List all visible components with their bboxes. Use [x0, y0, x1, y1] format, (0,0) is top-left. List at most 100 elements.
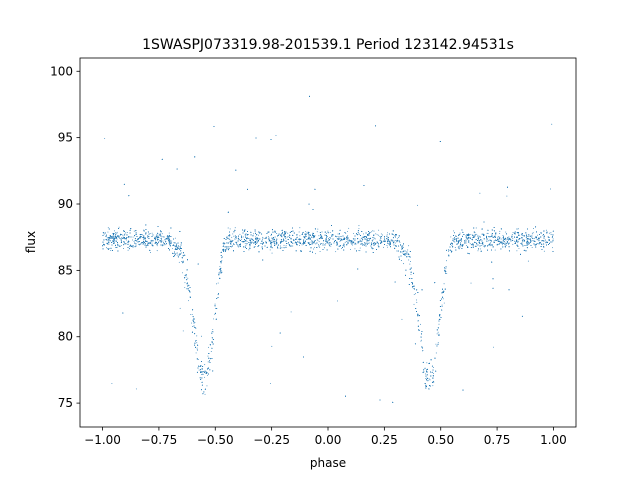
data-point	[402, 245, 404, 247]
data-point	[208, 346, 209, 348]
data-point	[181, 260, 183, 262]
data-point	[493, 239, 495, 241]
data-point	[246, 243, 248, 245]
data-point	[219, 271, 221, 273]
data-point	[304, 241, 306, 243]
data-point	[219, 270, 221, 272]
data-point	[316, 238, 318, 240]
data-point	[413, 303, 415, 305]
data-point	[531, 246, 533, 248]
data-point	[373, 230, 375, 232]
data-point	[512, 232, 514, 233]
data-point	[228, 239, 230, 240]
data-point	[217, 294, 219, 296]
data-point	[499, 236, 501, 238]
data-point	[227, 227, 229, 229]
data-point	[354, 248, 356, 250]
data-point	[299, 240, 301, 242]
data-point	[245, 237, 247, 239]
data-point	[244, 243, 246, 245]
data-point	[204, 393, 206, 395]
data-point	[374, 238, 376, 240]
data-point	[382, 234, 384, 236]
data-point	[144, 244, 146, 246]
data-point	[387, 232, 388, 234]
data-point	[268, 237, 270, 239]
data-point	[483, 245, 485, 247]
data-point	[311, 235, 313, 237]
data-point	[211, 331, 213, 332]
data-point	[144, 240, 146, 242]
data-point	[371, 243, 373, 245]
data-point	[515, 236, 517, 238]
data-point	[337, 233, 339, 235]
data-point	[363, 233, 364, 235]
data-point	[406, 251, 408, 253]
data-point	[355, 243, 357, 245]
data-point	[249, 238, 251, 240]
data-point	[265, 240, 267, 242]
data-point	[501, 244, 503, 246]
data-point	[357, 241, 359, 243]
data-point	[361, 241, 363, 243]
data-point	[490, 244, 492, 245]
data-point	[428, 363, 430, 365]
data-point	[531, 234, 533, 236]
data-point	[306, 231, 308, 233]
data-point	[400, 260, 402, 261]
data-point	[143, 235, 145, 237]
data-point	[107, 248, 109, 250]
data-point	[423, 371, 425, 373]
data-point	[206, 385, 208, 387]
data-point	[380, 236, 382, 238]
data-point	[162, 244, 164, 246]
data-point	[432, 385, 434, 387]
data-point	[537, 239, 539, 241]
data-point	[122, 235, 124, 237]
data-point	[221, 256, 223, 258]
data-point	[505, 231, 507, 233]
data-point	[272, 238, 274, 240]
data-point	[195, 352, 197, 354]
data-point	[366, 239, 368, 241]
data-point	[283, 244, 285, 246]
data-point	[550, 232, 552, 234]
data-point	[428, 378, 430, 380]
data-point	[172, 248, 173, 250]
data-point	[502, 234, 504, 236]
data-point	[118, 226, 120, 228]
data-point	[143, 235, 145, 237]
data-point	[173, 242, 175, 244]
data-point	[196, 335, 198, 337]
data-point	[168, 242, 170, 244]
data-point	[507, 236, 509, 238]
data-point	[231, 239, 233, 241]
data-point	[328, 238, 329, 239]
data-point	[188, 300, 189, 302]
data-point	[274, 240, 276, 242]
data-point	[443, 283, 445, 285]
data-point	[313, 248, 315, 250]
data-point	[310, 241, 312, 243]
data-point	[132, 236, 134, 238]
data-point	[389, 244, 391, 246]
data-point	[254, 246, 256, 248]
data-point	[366, 244, 368, 245]
data-point	[110, 238, 112, 239]
data-point	[358, 234, 360, 236]
data-point	[333, 242, 335, 244]
data-point	[387, 236, 389, 238]
data-point	[415, 293, 416, 295]
data-point	[162, 240, 164, 242]
data-point	[191, 313, 193, 315]
data-point	[515, 241, 517, 243]
data-point	[433, 372, 435, 374]
data-point	[511, 234, 513, 236]
data-point	[453, 230, 454, 232]
data-point	[322, 242, 324, 244]
data-point	[236, 238, 238, 240]
data-point	[363, 236, 365, 238]
data-point	[220, 267, 222, 269]
data-point	[267, 236, 269, 238]
